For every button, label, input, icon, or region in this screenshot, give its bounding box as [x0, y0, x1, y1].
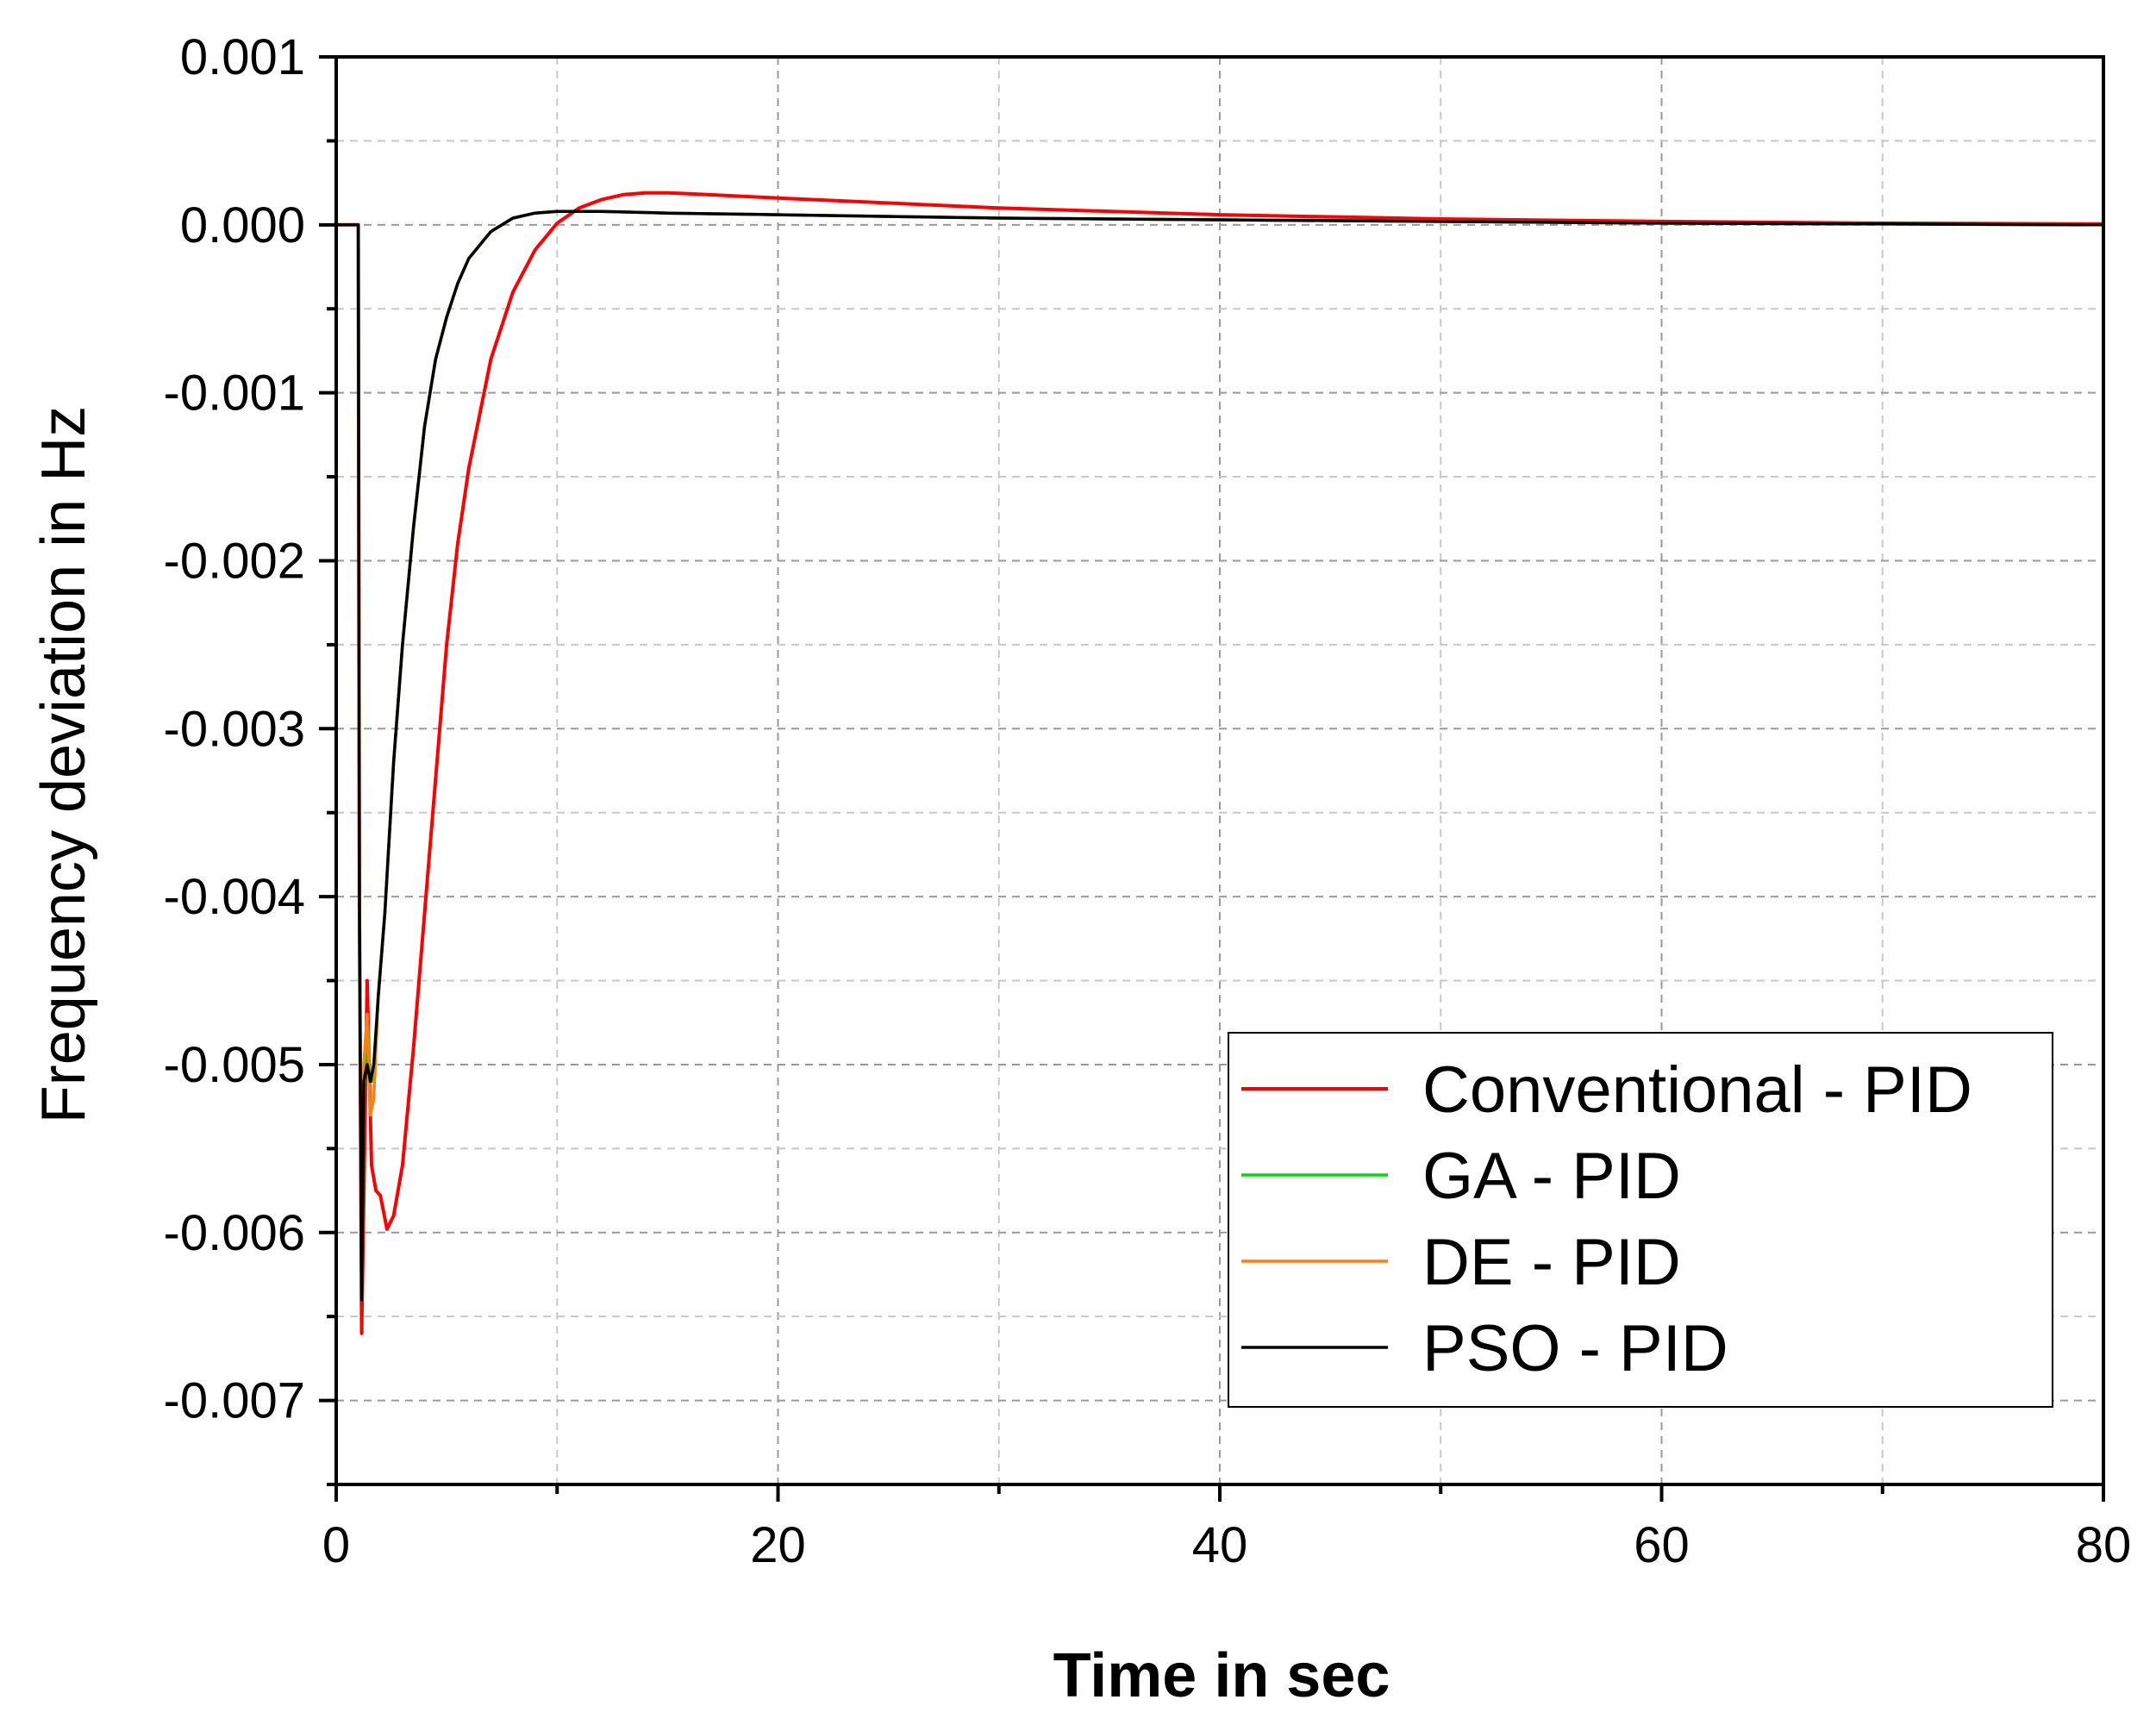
x-tick-label: 40: [1192, 1517, 1248, 1573]
tick-label-layer: 0 20 40 60 80 0.001 0.000 -0.001 -0.002 -0.003 -0.…: [164, 29, 2132, 1573]
y-tick-label: -0.007: [164, 1373, 305, 1429]
x-tick-label: 60: [1634, 1517, 1690, 1573]
legend-label-ga-pid: GA - PID: [1422, 1140, 1681, 1213]
series-layer: [334, 191, 2105, 1335]
axes-layer: [319, 55, 2105, 1502]
x-tick-label: 80: [2076, 1517, 2132, 1573]
y-tick-label: -0.001: [164, 366, 305, 422]
y-tick-label: -0.003: [164, 701, 305, 757]
legend-label-conventional-pid: Conventional - PID: [1422, 1053, 1972, 1127]
y-tick-label: 0.001: [180, 29, 305, 85]
y-tick-label: -0.004: [164, 869, 305, 925]
series-line-pso-pid: [334, 209, 2105, 1302]
y-tick-label: -0.006: [164, 1205, 305, 1261]
legend: Conventional - PID GA - PID DE - PID PSO - …: [1228, 1032, 2053, 1408]
y-tick-label: 0.000: [180, 197, 305, 253]
legend-box: [1228, 1032, 2053, 1408]
x-tick-label: 20: [750, 1517, 806, 1573]
series-line-conventional-pid: [334, 191, 2105, 1335]
legend-items: Conventional - PID GA - PID DE - PID PSO - …: [1241, 1053, 1972, 1385]
legend-label-pso-pid: PSO - PID: [1422, 1312, 1728, 1385]
y-axis-title: Frequency deviation in Hz: [29, 406, 98, 1123]
y-tick-label: -0.002: [164, 533, 305, 589]
x-axis-title: Time in sec: [1053, 1641, 1390, 1710]
legend-label-de-pid: DE - PID: [1422, 1226, 1681, 1299]
y-tick-label: -0.005: [164, 1037, 305, 1093]
x-tick-label: 0: [322, 1517, 350, 1573]
